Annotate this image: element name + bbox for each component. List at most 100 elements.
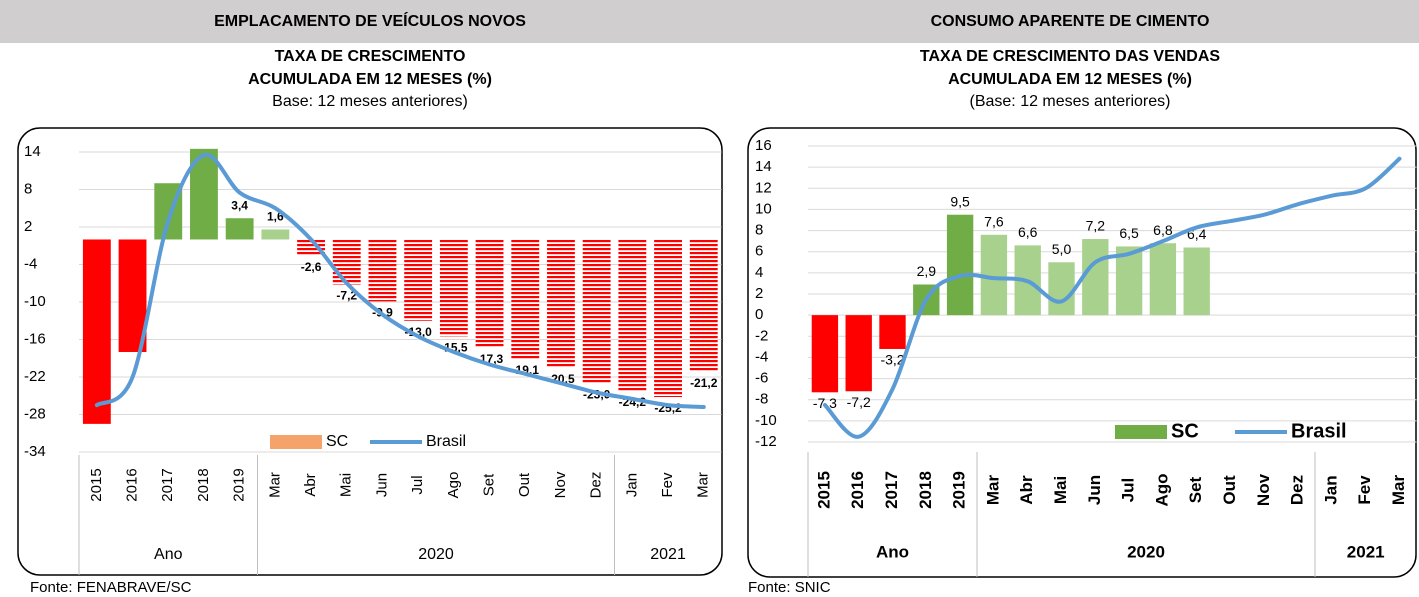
bar (1048, 262, 1075, 316)
bar (368, 239, 397, 302)
bar (582, 239, 611, 384)
bar (811, 315, 839, 393)
y-tick-label: 14 (755, 158, 772, 175)
y-tick-label: -4 (24, 255, 37, 272)
bar (439, 239, 468, 337)
bar (1115, 246, 1143, 316)
x-tick-label: 2016 (124, 468, 141, 501)
data-label: 7,6 (984, 214, 1004, 230)
bar (845, 315, 872, 392)
y-tick-label: 8 (755, 222, 763, 239)
y-tick-label: 4 (755, 264, 763, 281)
chart-title: TAXA DE CRESCIMENTO (275, 48, 466, 65)
y-tick-label: 16 (755, 137, 772, 154)
y-tick-label: -6 (755, 370, 768, 387)
data-label: -2,6 (301, 260, 322, 274)
group-label: Ano (154, 546, 183, 563)
data-label: 6,5 (1119, 225, 1139, 241)
x-tick-label: Mar (983, 475, 1002, 506)
chart-title: ACUMULADA EM 12 MESES (%) (248, 71, 492, 88)
bar (261, 229, 290, 240)
bar (511, 239, 540, 359)
group-label: 2021 (1347, 542, 1385, 561)
x-tick-label: Fev (1355, 475, 1374, 505)
x-tick-label: Mar (1389, 475, 1408, 506)
y-tick-label: 2 (755, 285, 763, 302)
chart-frame (747, 127, 1417, 578)
y-tick-label: -10 (24, 293, 46, 310)
x-tick-label: 2015 (814, 471, 833, 509)
x-tick-label: 2018 (916, 471, 935, 509)
data-label: 2,9 (917, 263, 937, 279)
y-tick-label: -22 (24, 368, 46, 385)
bar (547, 239, 575, 368)
x-tick-label: Fev (659, 472, 676, 498)
chart-title: ACUMULADA EM 12 MESES (%) (948, 71, 1192, 88)
bar (297, 239, 325, 256)
y-tick-label: -10 (755, 412, 777, 429)
bar (946, 214, 974, 316)
y-tick-label: 8 (24, 180, 32, 197)
data-label: -13,0 (404, 325, 432, 339)
section-header: CONSUMO APARENTE DE CIMENTO (931, 13, 1210, 30)
group-label: 2020 (418, 546, 454, 563)
data-label: 3,4 (231, 198, 248, 212)
chart-subtitle: Base: 12 meses anteriores) (272, 93, 468, 110)
x-tick-label: Dez (588, 472, 605, 499)
x-tick-label: Jun (373, 473, 390, 497)
x-tick-label: Nov (1254, 473, 1273, 506)
group-label: Ano (876, 542, 909, 561)
bar (332, 239, 361, 285)
bar (689, 239, 718, 372)
x-tick-label: Ago (1152, 473, 1171, 506)
x-tick-label: Nov (552, 471, 569, 498)
data-label: 6,8 (1153, 222, 1173, 238)
bar (654, 239, 682, 397)
y-tick-label: -2 (755, 327, 768, 344)
chart-subtitle: (Base: 12 meses anteriores) (970, 93, 1171, 110)
y-tick-label: -28 (24, 405, 46, 422)
x-tick-label: 2017 (882, 471, 901, 509)
data-label: -21,2 (690, 376, 718, 390)
x-tick-label: 2015 (88, 468, 105, 501)
legend-swatch (270, 435, 322, 449)
bar (225, 218, 254, 240)
legend-label: SC (1171, 420, 1199, 442)
x-tick-label: Jan (623, 473, 640, 497)
bar (618, 239, 647, 391)
chart-frame (17, 127, 723, 576)
x-tick-label: Set (481, 473, 498, 496)
x-tick-label: Dez (1288, 475, 1307, 505)
x-tick-label: Mar (695, 472, 712, 498)
legend-label: Brasil (1291, 420, 1347, 442)
x-tick-label: Out (1220, 475, 1239, 505)
data-label: 9,5 (950, 193, 970, 209)
line (822, 156, 1402, 439)
chart-title: TAXA DE CRESCIMENTO DAS VENDAS (920, 48, 1221, 65)
x-tick-label: Jan (1321, 475, 1340, 504)
x-tick-label: 2019 (950, 471, 969, 509)
legend-swatch (1115, 425, 1167, 439)
bar (404, 239, 433, 321)
data-label: 6,6 (1018, 224, 1038, 240)
y-tick-label: 12 (755, 179, 772, 196)
source: Fonte: SNIC (748, 579, 831, 596)
bar (1183, 247, 1210, 316)
y-tick-label: -16 (24, 330, 46, 347)
bar (1082, 239, 1109, 316)
y-tick-label: -34 (24, 443, 46, 460)
bar (475, 239, 504, 348)
legend-label: SC (326, 433, 348, 450)
x-tick-label: Jul (409, 475, 426, 494)
x-tick-label: 2016 (848, 471, 867, 509)
header-bar (0, 0, 1419, 43)
source: Fonte: FENABRAVE/SC (30, 579, 192, 596)
x-tick-label: Ago (445, 472, 462, 499)
line (94, 153, 706, 409)
data-label: 7,2 (1086, 218, 1106, 234)
y-tick-label: -8 (755, 391, 768, 408)
y-tick-label: 6 (755, 243, 763, 260)
x-tick-label: Mar (266, 472, 283, 498)
x-tick-label: Abr (1017, 475, 1036, 505)
